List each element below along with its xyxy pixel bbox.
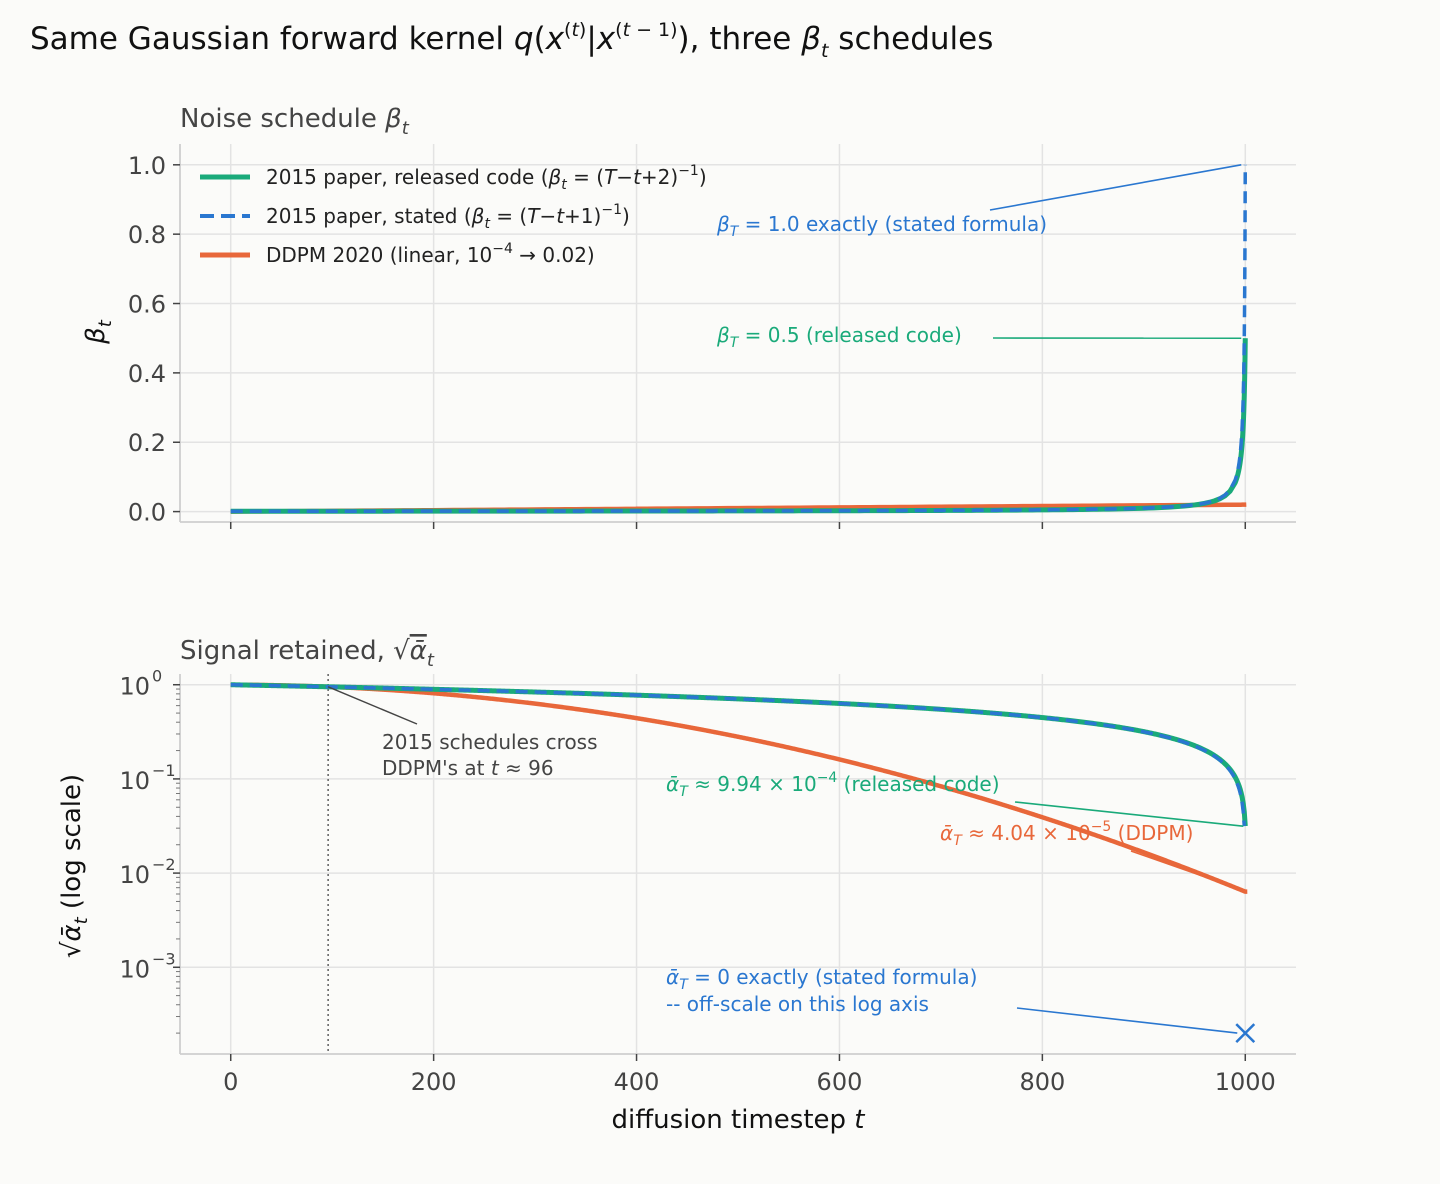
- top-y-tick-label: 0.4: [128, 360, 166, 388]
- annotation-crossover-line2: DDPM's at t ≈ 96: [382, 756, 554, 780]
- annotation-beta-stated: βT = 1.0 exactly (stated formula): [716, 212, 1047, 240]
- top-y-tick-label: 1.0: [128, 152, 166, 180]
- top-y-tick-label: 0.2: [128, 429, 166, 457]
- bottom-y-tick-exponent: −3: [152, 949, 176, 968]
- bottom-y-tick-exponent: −2: [152, 855, 176, 874]
- figure-suptitle: Same Gaussian forward kernel q(x(t)|x(t …: [30, 19, 993, 62]
- legend-entry-stated: 2015 paper, stated (βt = (T−t+1)−1): [266, 202, 630, 232]
- line-stated-signal: [230, 682, 1247, 827]
- bottom-y-tick-exponent: 0: [152, 667, 162, 686]
- bottom-x-tick-label: 800: [1019, 1068, 1065, 1096]
- top-y-tick-label: 0.0: [128, 499, 166, 527]
- panel-title-beta: Noise schedule βt: [180, 104, 410, 139]
- signal-axis-label: √ᾱt (log scale): [57, 774, 92, 958]
- bottom-x-tick-label: 400: [614, 1068, 660, 1096]
- bottom-y-tick-label: 10: [119, 767, 150, 795]
- beta-axis-label: βt: [81, 319, 116, 345]
- top-y-tick-label: 0.6: [128, 291, 166, 319]
- x-axis-label: diffusion timestep t: [612, 1105, 866, 1135]
- annotation-alpha-ddpm: ᾱT ≈ 4.04 × 10−5 (DDPM): [940, 819, 1193, 849]
- bottom-x-tick-label: 1000: [1215, 1068, 1276, 1096]
- annotation-beta-released: βT = 0.5 (released code): [716, 323, 962, 351]
- legend: 2015 paper, released code (βt = (T−t+2)−…: [200, 163, 707, 267]
- annotation-arrow-released-signal: [1014, 801, 1244, 827]
- line-stated-beta: [230, 164, 1248, 513]
- stated-offscale-marker-b: [1235, 1023, 1256, 1043]
- annotation-crossover-line1: 2015 schedules cross: [382, 730, 598, 754]
- bottom-y-tick-label: 10: [119, 861, 150, 889]
- annotation-alpha-stated-line1: ᾱT = 0 exactly (stated formula): [666, 965, 977, 993]
- annotation-arrow-stated-signal: [1016, 1007, 1238, 1034]
- signal-retained-panel: Signal retained, √ᾱt 0 200 400 600 800 1000 10…: [57, 636, 1296, 1135]
- annotation-alpha-stated-line2: -- off-scale on this log axis: [666, 992, 929, 1016]
- legend-entry-ddpm: DDPM 2020 (linear, 10−4 → 0.02): [266, 241, 595, 267]
- annotation-arrow-ddpm-signal: [1130, 850, 1242, 891]
- bottom-y-tick-label: 10: [119, 955, 150, 983]
- bottom-x-tick-label: 200: [411, 1068, 457, 1096]
- bottom-x-tick-label: 0: [223, 1068, 238, 1096]
- panel-title-signal: Signal retained, √ᾱt: [180, 636, 435, 671]
- annotation-alpha-released: ᾱT ≈ 9.94 × 10−4 (released code): [666, 770, 1000, 800]
- bottom-y-tick-label: 10: [119, 673, 150, 701]
- annotation-arrow-stated: [989, 164, 1242, 211]
- bottom-y-tick-exponent: −1: [152, 761, 176, 780]
- legend-entry-released: 2015 paper, released code (βt = (T−t+2)−…: [266, 163, 707, 193]
- bottom-x-tick-label: 600: [817, 1068, 863, 1096]
- top-y-tick-label: 0.8: [128, 221, 166, 249]
- line-released-beta: [230, 338, 1248, 514]
- annotation-arrow-crossover: [327, 686, 418, 725]
- beta-schedule-panel: Noise schedule βt 0.00.20.40.60.81.0 βt …: [81, 104, 1296, 529]
